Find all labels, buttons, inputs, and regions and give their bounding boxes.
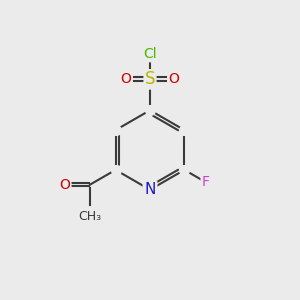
Text: O: O bbox=[169, 72, 180, 86]
Text: N: N bbox=[144, 182, 156, 197]
Text: S: S bbox=[145, 70, 155, 88]
Text: Cl: Cl bbox=[143, 47, 157, 61]
Text: O: O bbox=[59, 178, 70, 192]
Text: F: F bbox=[202, 176, 210, 189]
Text: CH₃: CH₃ bbox=[79, 210, 102, 223]
Text: O: O bbox=[120, 72, 131, 86]
